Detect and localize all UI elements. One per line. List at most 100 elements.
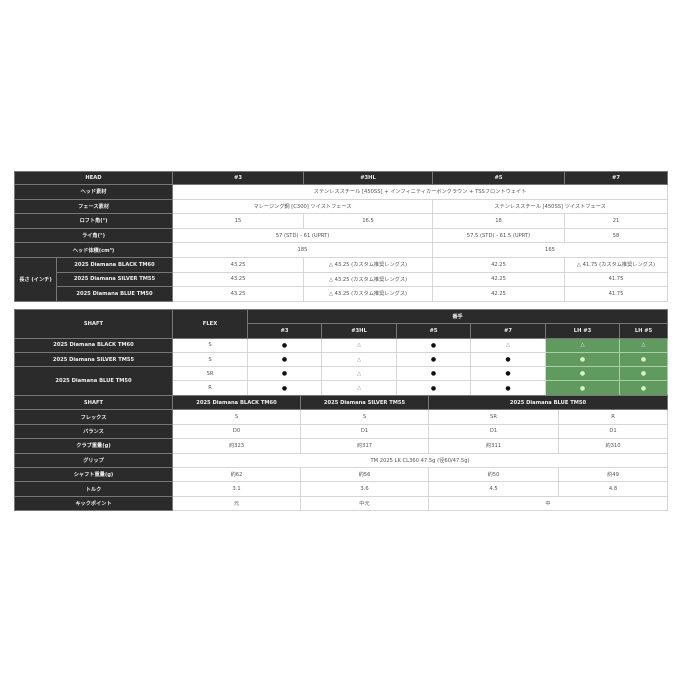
available-mark: ● bbox=[396, 380, 471, 396]
table-cell: 165 bbox=[432, 242, 668, 258]
table-row: トルク 3.1 3.6 4.5 4.8 bbox=[14, 481, 669, 497]
table-cell: S bbox=[172, 409, 301, 425]
available-mark: ● bbox=[247, 380, 322, 396]
available-mark: ● bbox=[618, 366, 669, 382]
header-cell: 長さ (インチ) bbox=[14, 256, 57, 302]
table-cell: D1 bbox=[557, 423, 669, 440]
table-cell: 3.1 bbox=[172, 481, 301, 497]
shaft-spec-table: SHAFT 2025 Diamana BLACK TM60 2025 Diamana… bbox=[14, 394, 669, 512]
available-mark: ● bbox=[545, 380, 620, 396]
table-cell: 42.25 bbox=[432, 271, 565, 288]
custom-order-mark: △ bbox=[618, 337, 669, 353]
header-cell: HEAD bbox=[14, 171, 173, 185]
header-cell: フレックス bbox=[14, 409, 173, 425]
table-cell: 約50 bbox=[428, 466, 559, 483]
available-mark: ● bbox=[396, 366, 471, 382]
table-cell: 21 bbox=[564, 213, 668, 229]
table-cell: 58 bbox=[564, 227, 668, 244]
available-mark: ● bbox=[618, 380, 669, 396]
header-cell: FLEX bbox=[172, 309, 248, 339]
table-cell: △ 43.25 (カスタム推奨レングス) bbox=[303, 271, 433, 288]
head-spec-table: HEAD #3 #3HL #5 #7 ヘッド素材 ステンレススチール [450SS] + イ… bbox=[14, 171, 668, 302]
header-cell: #3 bbox=[247, 323, 322, 339]
header-cell: 2025 Diamana BLUE TM50 bbox=[427, 394, 669, 411]
table-row: ロフト角(°) 15 16.5 18 21 bbox=[14, 213, 668, 229]
table-row: ライ角(°) 57 (STD) - 61 (UPRT) 57.5 (STD) - 6… bbox=[14, 227, 668, 244]
header-cell: 2025 Diamana SILVER TM55 bbox=[56, 271, 173, 288]
table-cell: 約62 bbox=[172, 466, 301, 483]
table-cell: R bbox=[557, 409, 669, 425]
table-cell: △ 43.25 (カスタム推奨レングス) bbox=[303, 286, 433, 302]
header-cell: #7 bbox=[564, 171, 668, 185]
header-cell: LH #5 bbox=[618, 323, 669, 339]
table-cell: 3.6 bbox=[300, 481, 429, 497]
custom-order-mark: △ bbox=[545, 337, 620, 353]
header-cell: 2025 Diamana BLACK TM60 bbox=[56, 256, 173, 273]
available-mark: ● bbox=[247, 337, 322, 353]
header-cell: 2025 Diamana BLACK TM60 bbox=[14, 337, 173, 353]
table-cell: 元 bbox=[172, 495, 301, 512]
table-row: SHAFT FLEX 番手 bbox=[14, 308, 669, 339]
table-row: グリップ TM 2025 LK CL360 47.5g (径60/47.5g) bbox=[14, 452, 669, 468]
custom-order-mark: △ bbox=[321, 337, 397, 353]
table-row: 2025 Diamana BLACK TM60 S ● △ ● △ △ △ bbox=[14, 337, 669, 353]
available-mark: ● bbox=[396, 337, 471, 353]
table-cell: 42.25 bbox=[432, 286, 565, 302]
available-mark: ● bbox=[545, 351, 620, 368]
header-cell: キックポイント bbox=[14, 495, 173, 512]
table-cell: 43.25 bbox=[172, 271, 304, 288]
table-cell: R bbox=[172, 380, 248, 396]
table-cell: SR bbox=[172, 366, 248, 382]
header-cell: ヘッド体積(cm³) bbox=[14, 242, 173, 258]
shaft-compatibility-table: SHAFT FLEX 番手 #3 #3HL #5 #7 LH #3 LH #5 2025 Diam… bbox=[14, 308, 669, 396]
available-mark: ● bbox=[470, 380, 546, 396]
table-cell: 57 (STD) - 61 (UPRT) bbox=[172, 227, 433, 244]
header-cell: #5 bbox=[432, 171, 565, 185]
table-cell: D1 bbox=[428, 423, 559, 440]
table-cell: △ 41.75 (カスタム推奨レングス) bbox=[564, 256, 668, 273]
table-cell: SR bbox=[428, 409, 559, 425]
table-row: 長さ (インチ) 2025 Diamana BLACK TM60 43.25 △ 43… bbox=[14, 256, 668, 302]
table-cell: 約56 bbox=[300, 466, 429, 483]
table-row: キックポイント元中元中 bbox=[14, 495, 669, 512]
available-mark: ● bbox=[470, 351, 546, 368]
table-cell: ステンレススチール [450SS] ツイストフェース bbox=[432, 198, 668, 215]
custom-order-mark: △ bbox=[470, 337, 546, 353]
table-cell: 中 bbox=[427, 495, 669, 512]
header-cell: シャフト重量(g) bbox=[14, 466, 173, 483]
table-cell: 16.5 bbox=[303, 213, 433, 229]
table-row: バランス D0 D1 D1 D1 bbox=[14, 423, 669, 440]
custom-order-mark: △ bbox=[321, 380, 397, 396]
header-cell: #3 bbox=[172, 171, 304, 185]
table-cell: 4.5 bbox=[428, 481, 559, 497]
available-mark: ● bbox=[545, 366, 620, 382]
available-mark: ● bbox=[247, 366, 322, 382]
table-row: ヘッド素材 ステンレススチール [450SS] + インフィニティカーボンクラウン… bbox=[14, 184, 668, 200]
header-cell: ライ角(°) bbox=[14, 227, 173, 244]
table-cell: 約323 bbox=[172, 438, 301, 454]
table-cell: 43.25 bbox=[172, 286, 304, 302]
header-cell: 2025 Diamana SILVER TM55 bbox=[300, 394, 429, 411]
header-cell: ヘッド素材 bbox=[14, 184, 173, 200]
table-cell: 41.75 bbox=[564, 271, 668, 288]
available-mark: ● bbox=[396, 351, 471, 368]
header-cell: #7 bbox=[470, 323, 546, 339]
table-cell: ステンレススチール [450SS] + インフィニティカーボンクラウン + TS… bbox=[172, 184, 668, 200]
header-cell: バランス bbox=[14, 423, 173, 440]
table-cell: D1 bbox=[300, 423, 429, 440]
header-cell: トルク bbox=[14, 481, 173, 497]
table-cell: 42.25 bbox=[432, 256, 565, 273]
table-cell: TM 2025 LK CL360 47.5g (径60/47.5g) bbox=[171, 452, 669, 468]
header-cell: クラブ重量(g) bbox=[14, 438, 173, 454]
table-row: HEAD #3 #3HL #5 #7 bbox=[14, 171, 668, 185]
table-row: シャフト重量(g) 約62 約56 約50 約49 bbox=[14, 466, 669, 483]
table-row: クラブ重量(g) 約323 約317 約311 約310 bbox=[14, 438, 669, 454]
table-cell: 185 bbox=[172, 242, 433, 258]
table-row: 2025 Diamana SILVER TM55 43.25 △ 43.25 (カス… bbox=[15, 271, 668, 288]
table-row: フェース素材 マレージング鋼 [C300] ツイストフェース ステンレススチール [… bbox=[14, 198, 668, 215]
table-cell: 15 bbox=[172, 213, 304, 229]
header-cell: 2025 Diamana BLACK TM60 bbox=[172, 394, 301, 411]
table-cell: S bbox=[172, 337, 248, 353]
header-cell: SHAFT bbox=[14, 309, 173, 339]
header-cell: ロフト角(°) bbox=[14, 213, 173, 229]
